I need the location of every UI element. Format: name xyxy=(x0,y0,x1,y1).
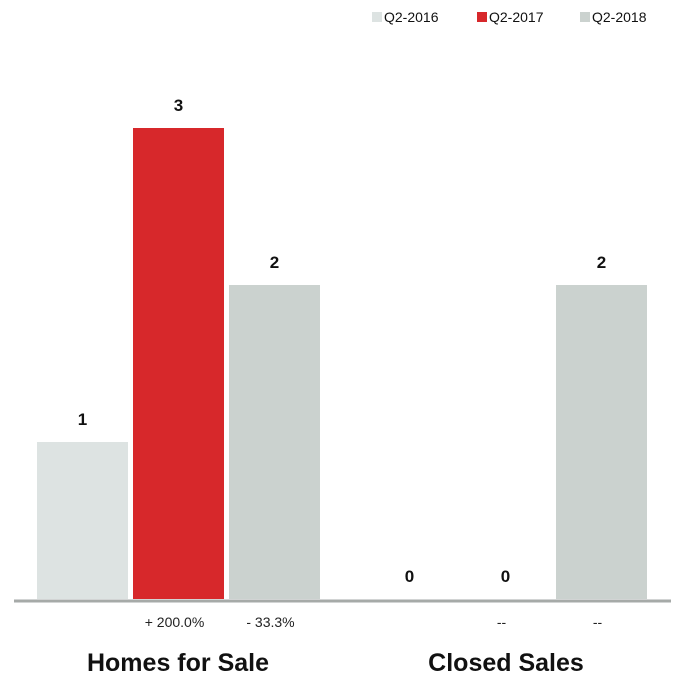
category-label-homes-for-sale: Homes for Sale xyxy=(87,649,269,676)
legend-swatch-q2-2018 xyxy=(580,12,590,22)
legend-label-q2-2017: Q2-2017 xyxy=(489,9,544,25)
legend-swatch-q2-2017 xyxy=(477,12,487,22)
legend: Q2-2016 Q2-2017 Q2-2018 xyxy=(372,9,647,25)
legend-label-q2-2018: Q2-2018 xyxy=(592,9,647,25)
value-label-closed-sales-q2-2016: 0 xyxy=(405,567,414,586)
labels-layer: 1 3 2 + 200.0% - 33.3% Homes for Sale 0 0 2 -- -- C… xyxy=(78,96,606,677)
value-label-homes-for-sale-q2-2016: 1 xyxy=(78,410,87,429)
value-label-closed-sales-q2-2017: 0 xyxy=(501,567,510,586)
category-label-closed-sales: Closed Sales xyxy=(428,649,584,676)
bar-homes-for-sale-q2-2016 xyxy=(37,442,128,599)
value-label-homes-for-sale-q2-2017: 3 xyxy=(174,96,183,115)
change-label-closed-sales-2: -- xyxy=(593,614,603,630)
change-label-closed-sales-1: -- xyxy=(497,614,507,630)
change-label-homes-for-sale-2: - 33.3% xyxy=(246,614,294,630)
value-label-closed-sales-q2-2018: 2 xyxy=(597,253,606,272)
legend-label-q2-2016: Q2-2016 xyxy=(384,9,439,25)
bars-layer xyxy=(37,128,647,599)
legend-swatch-q2-2016 xyxy=(372,12,382,22)
change-label-homes-for-sale-1: + 200.0% xyxy=(145,614,205,630)
bar-closed-sales-q2-2018 xyxy=(556,285,647,599)
bar-homes-for-sale-q2-2018 xyxy=(229,285,320,599)
bar-homes-for-sale-q2-2017 xyxy=(133,128,224,599)
value-label-homes-for-sale-q2-2018: 2 xyxy=(270,253,279,272)
